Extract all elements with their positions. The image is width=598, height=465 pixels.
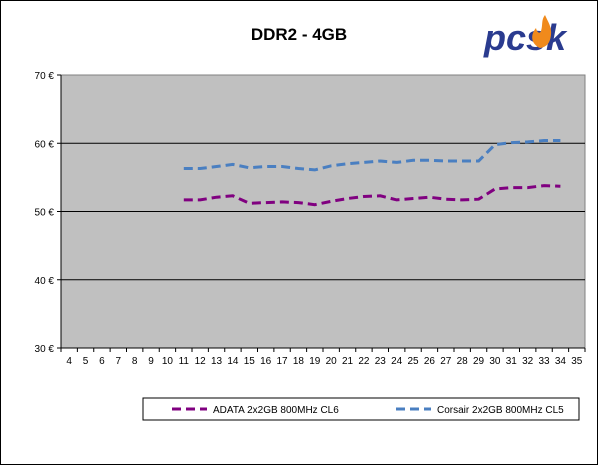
- x-tick-label: 10: [162, 356, 174, 367]
- y-tick-label: 50 €: [35, 208, 55, 219]
- series-line-2: [183, 139, 561, 172]
- x-tick-label: 17: [277, 356, 289, 367]
- x-axis-ticks: 4 5 6 7 8 9 10 11 12 13 14 15 16 17 18 19 20 21 22 23 24 25 26…: [60, 348, 586, 367]
- x-tick-label: 18: [293, 356, 305, 367]
- y-axis-ticks: 30 € 40 € 50 € 60 € 70 €: [35, 71, 61, 355]
- x-tick-label: 26: [424, 356, 436, 367]
- legend: ADATA 2x2GB 800MHz CL6 Corsair 2x2GB 800M…: [142, 397, 580, 421]
- x-tick-label: 7: [116, 356, 122, 367]
- x-tick-label: 29: [473, 356, 485, 367]
- x-tick-label: 9: [148, 356, 154, 367]
- x-tick-label: 34: [555, 356, 567, 367]
- x-tick-label: 24: [391, 356, 403, 367]
- x-tick-label: 25: [408, 356, 420, 367]
- legend-box: [142, 397, 580, 421]
- x-tick-label: 4: [66, 356, 72, 367]
- x-tick-label: 15: [244, 356, 256, 367]
- x-tick-label: 19: [309, 356, 321, 367]
- x-tick-label: 32: [522, 356, 534, 367]
- legend-label-2: Corsair 2x2GB 800MHz CL5: [437, 405, 564, 416]
- x-tick-label: 23: [375, 356, 387, 367]
- x-tick-label: 5: [83, 356, 89, 367]
- x-tick-label: 20: [326, 356, 338, 367]
- x-tick-label: 30: [489, 356, 501, 367]
- x-tick-label: 14: [227, 356, 239, 367]
- x-tick-label: 13: [211, 356, 223, 367]
- x-tick-label: 31: [506, 356, 518, 367]
- x-tick-label: 21: [342, 356, 354, 367]
- x-tick-label: 33: [539, 356, 551, 367]
- legend-label-1: ADATA 2x2GB 800MHz CL6: [213, 405, 339, 416]
- series-lines: [183, 139, 561, 207]
- x-tick-label: 8: [132, 356, 138, 367]
- x-tick-label: 27: [440, 356, 452, 367]
- series-line-1: [183, 184, 561, 207]
- x-tick-label: 12: [195, 356, 207, 367]
- chart-title: DDR2 - 4GB: [251, 25, 347, 44]
- x-tick-label: 6: [99, 356, 105, 367]
- x-tick-label: 16: [260, 356, 272, 367]
- x-tick-label: 35: [571, 356, 583, 367]
- logo-text: pcsk: [483, 17, 568, 58]
- y-tick-label: 60 €: [35, 139, 55, 150]
- flame-icon: [532, 15, 552, 48]
- x-tick-label: 11: [179, 356, 190, 367]
- y-tick-label: 30 €: [35, 344, 55, 355]
- pcsk-logo: pcsk: [483, 15, 568, 58]
- y-tick-label: 40 €: [35, 276, 55, 287]
- x-tick-label: 28: [457, 356, 469, 367]
- y-tick-label: 70 €: [35, 71, 55, 82]
- x-tick-label: 22: [358, 356, 370, 367]
